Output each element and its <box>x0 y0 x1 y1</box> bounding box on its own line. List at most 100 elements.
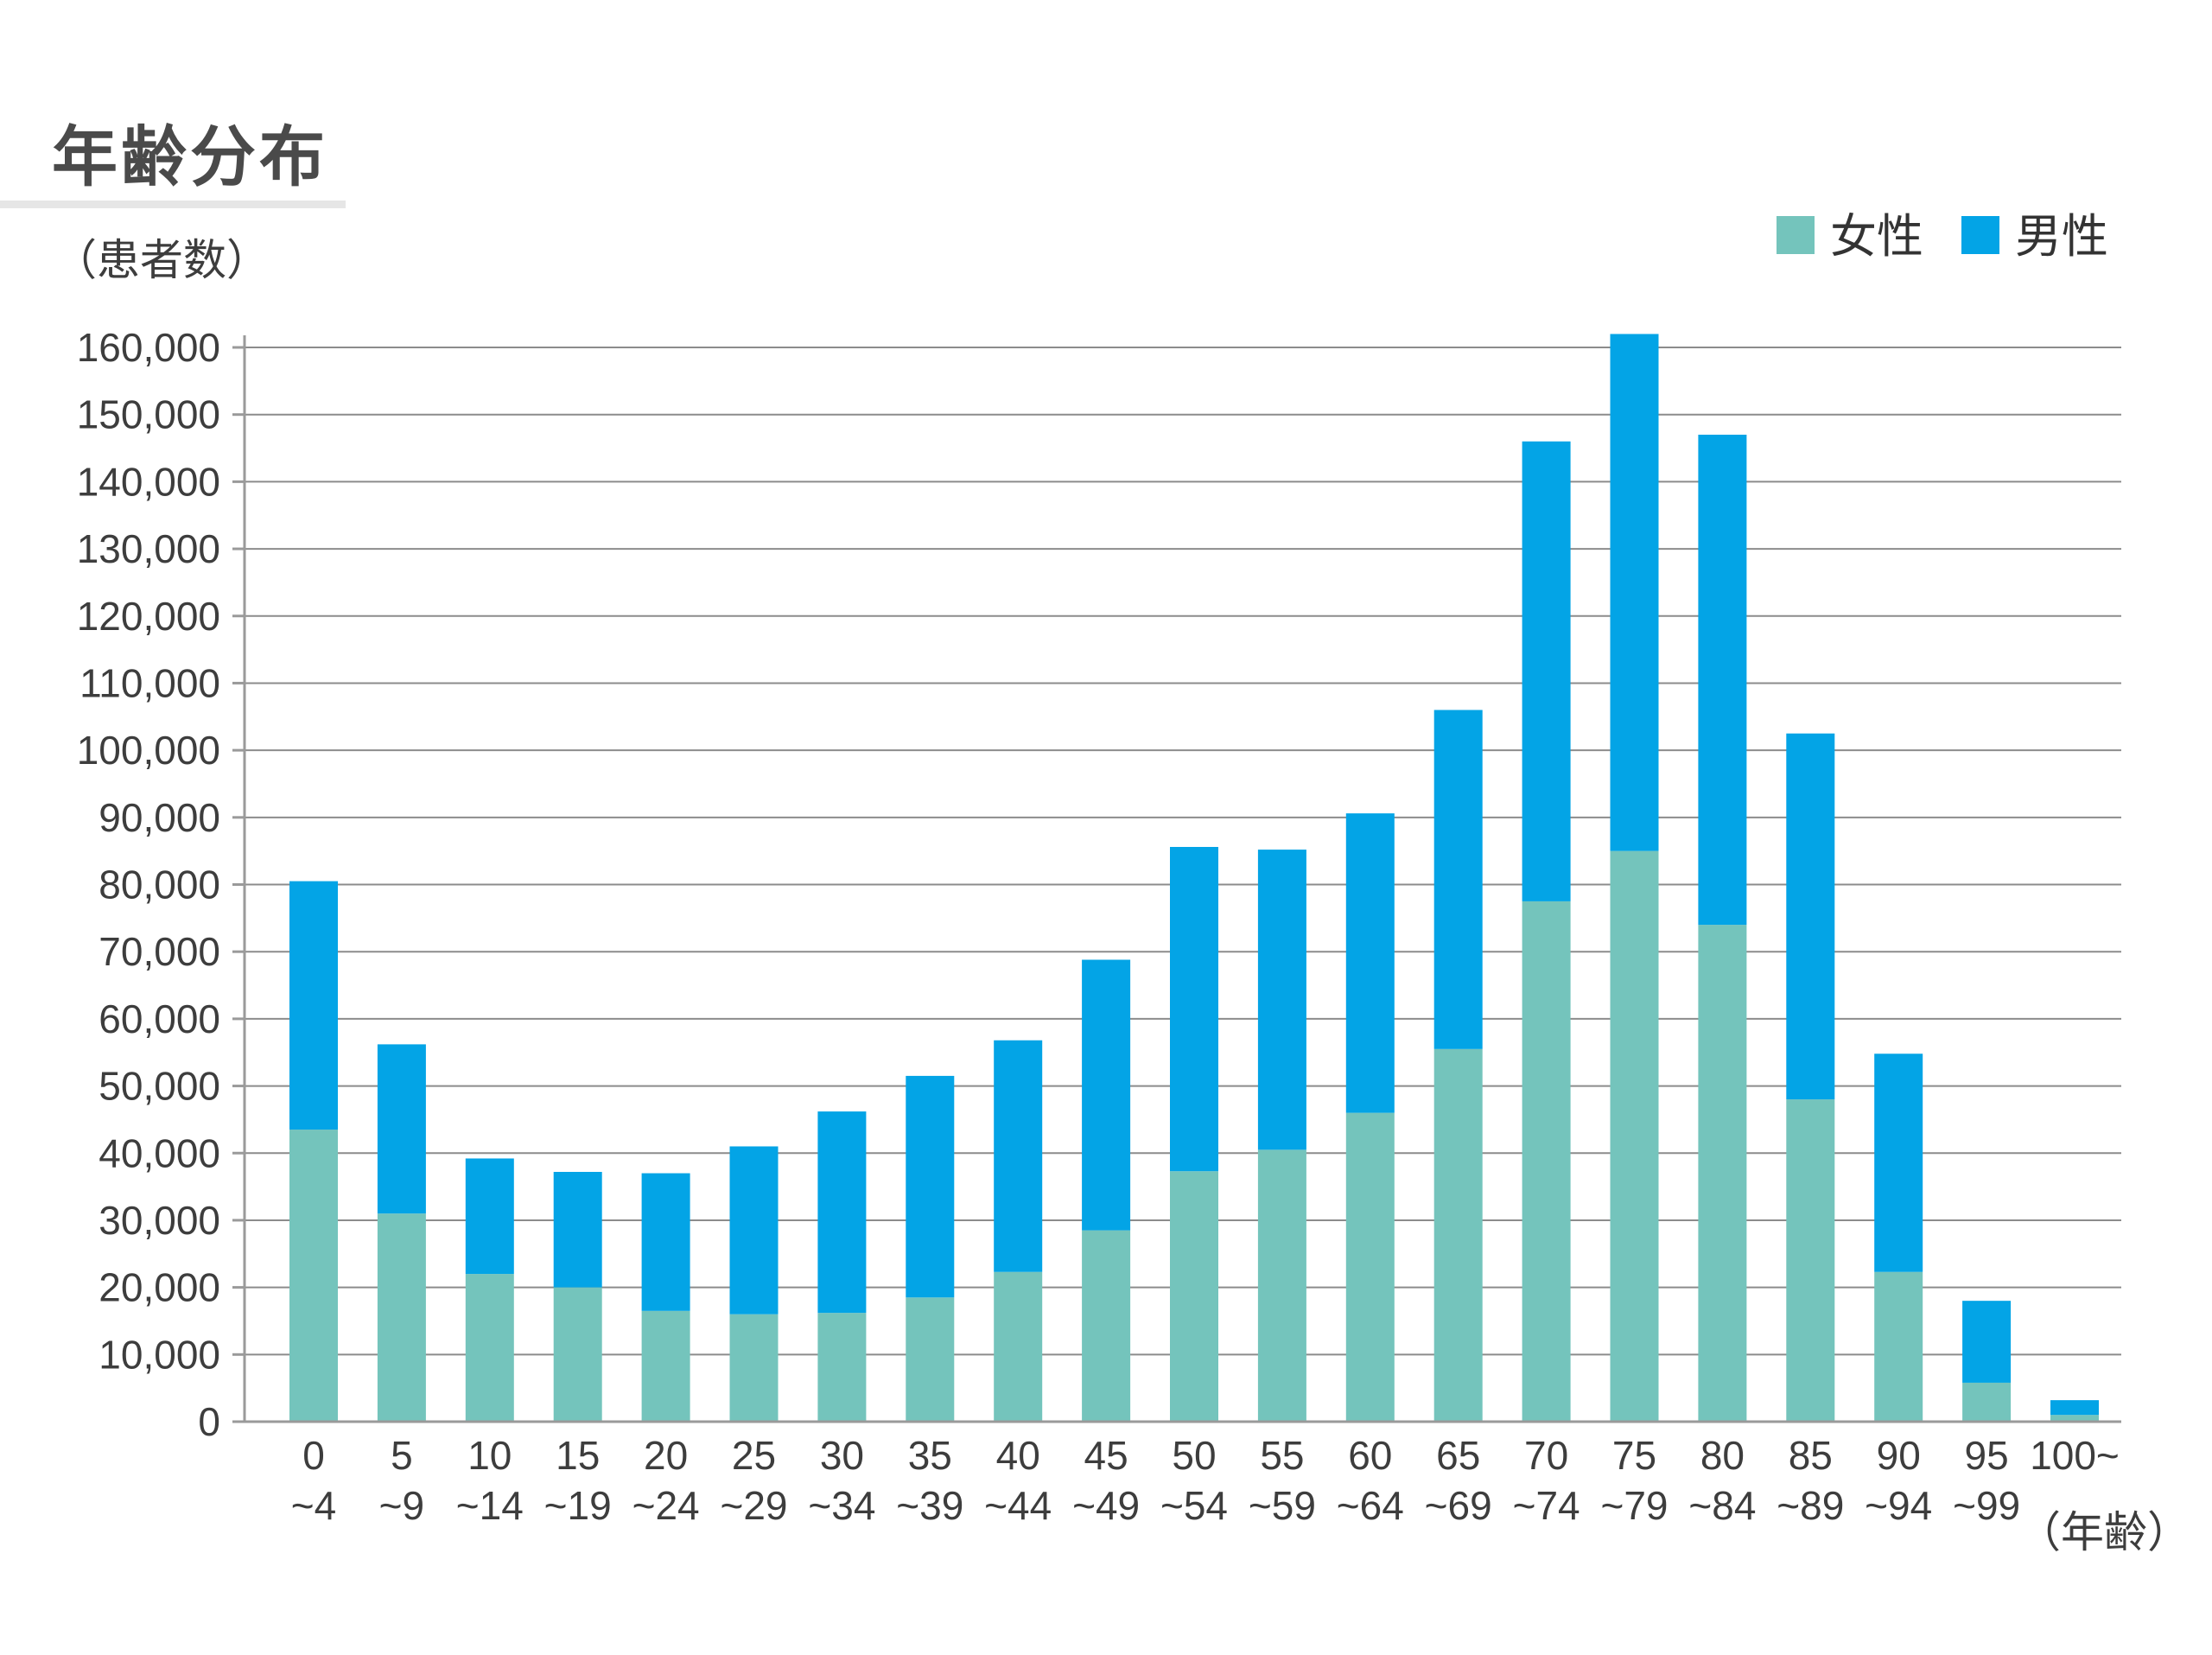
bars <box>289 334 2099 1422</box>
x-tick-label: 90 <box>1877 1433 1921 1478</box>
bar-male <box>906 1075 955 1298</box>
bar-male <box>1874 1053 1923 1272</box>
x-tick-label-sub: ~24 <box>632 1483 700 1528</box>
bar-female <box>1433 1048 1483 1422</box>
x-tick-label: 50 <box>1172 1433 1216 1478</box>
bar-male <box>1082 959 1131 1231</box>
x-tick-label: 10 <box>467 1433 512 1478</box>
bar-male <box>465 1158 514 1275</box>
y-tick-label: 80,000 <box>99 863 220 907</box>
bar-female <box>1698 925 1747 1422</box>
bar-male <box>1257 850 1306 1150</box>
x-tick-label-sub: ~9 <box>379 1483 424 1528</box>
y-tick-label: 140,000 <box>77 459 220 504</box>
bar-male <box>1698 434 1747 926</box>
bar-male <box>1345 813 1395 1113</box>
bar-male <box>1610 334 1659 851</box>
x-tick-label: 80 <box>1700 1433 1745 1478</box>
x-tick-label: 75 <box>1612 1433 1656 1478</box>
bar-female <box>641 1310 690 1422</box>
x-tick-label: 45 <box>1084 1433 1128 1478</box>
bar-female <box>1786 1099 1835 1422</box>
bar-male <box>1962 1301 2012 1383</box>
bar-female <box>817 1313 867 1422</box>
y-tick-label: 160,000 <box>77 325 220 370</box>
y-tick-label: 70,000 <box>99 929 220 974</box>
y-tick-label: 130,000 <box>77 526 220 571</box>
x-tick-label-sub: ~89 <box>1777 1483 1844 1528</box>
x-tick-label-sub: ~49 <box>1072 1483 1140 1528</box>
x-axis-label: （年齢） <box>2018 1507 2190 1557</box>
y-tick-label: 100,000 <box>77 728 220 773</box>
y-tick-label: 150,000 <box>77 392 220 437</box>
bar-male <box>994 1040 1043 1272</box>
bar-female <box>465 1274 514 1422</box>
x-tick-label-sub: ~84 <box>1688 1483 1756 1528</box>
bar-male <box>553 1172 602 1288</box>
y-axis-label: （患者数） <box>54 235 270 285</box>
x-tick-label: 95 <box>1965 1433 2009 1478</box>
x-tick-label-sub: ~44 <box>984 1483 1052 1528</box>
bar-female <box>729 1314 779 1422</box>
x-tick-label: 65 <box>1436 1433 1480 1478</box>
y-tick-label: 40,000 <box>99 1130 220 1175</box>
y-tick-label: 10,000 <box>99 1332 220 1377</box>
x-tick-label: 20 <box>644 1433 688 1478</box>
legend-label-female: 女性 <box>1830 209 1923 264</box>
bar-female <box>1522 901 1571 1422</box>
x-tick-label-sub: ~59 <box>1249 1483 1316 1528</box>
y-tick-label: 110,000 <box>79 660 220 705</box>
x-tick-label-sub: ~64 <box>1337 1483 1404 1528</box>
legend: 女性 男性 <box>1777 209 2108 264</box>
bar-male <box>2050 1400 2099 1416</box>
axes <box>232 335 2121 1423</box>
legend-swatch-male <box>1961 216 1999 254</box>
x-tick-label-sub: ~74 <box>1513 1483 1580 1528</box>
y-tick-label: 120,000 <box>77 594 220 639</box>
x-tick-label-sub: ~79 <box>1600 1483 1668 1528</box>
x-tick-label-sub: ~39 <box>896 1483 963 1528</box>
y-tick-labels: 0 10,000 20,000 30,000 40,000 50,000 60,000 70,… <box>77 325 220 1444</box>
bar-female <box>553 1287 602 1422</box>
bar-female <box>1170 1171 1218 1422</box>
legend-swatch-female <box>1777 216 1815 254</box>
y-tick-label: 0 <box>198 1399 220 1444</box>
bar-female <box>1610 850 1659 1422</box>
y-tick-label: 60,000 <box>99 996 220 1041</box>
bar-female <box>1082 1230 1131 1422</box>
x-tick-label: 70 <box>1524 1433 1568 1478</box>
bar-male <box>817 1111 867 1314</box>
x-tick-label: 0 <box>302 1433 325 1478</box>
x-tick-label: 55 <box>1260 1433 1304 1478</box>
bar-male <box>1786 733 1835 1100</box>
bar-female <box>994 1271 1043 1422</box>
bar-male <box>641 1173 690 1311</box>
y-tick-label: 30,000 <box>99 1198 220 1243</box>
y-tick-label: 20,000 <box>99 1265 220 1310</box>
x-tick-label-sub: ~69 <box>1425 1483 1492 1528</box>
x-tick-label: 25 <box>732 1433 776 1478</box>
legend-label-male: 男性 <box>2015 209 2108 264</box>
bar-male <box>1522 441 1571 901</box>
x-tick-label: 15 <box>556 1433 600 1478</box>
chart-title: 年齢分布 <box>52 118 328 195</box>
x-tick-label: 30 <box>820 1433 864 1478</box>
x-tick-label-sub: ~4 <box>291 1483 336 1528</box>
x-tick-label: 60 <box>1348 1433 1392 1478</box>
bar-male <box>289 881 338 1130</box>
x-tick-label-sub: ~54 <box>1160 1483 1228 1528</box>
x-tick-label-sub: ~34 <box>808 1483 875 1528</box>
x-tick-label: 85 <box>1789 1433 1833 1478</box>
y-tick-label: 90,000 <box>99 795 220 840</box>
title-underline <box>0 201 346 208</box>
bar-male <box>377 1044 426 1214</box>
x-tick-label-sub: ~94 <box>1865 1483 1932 1528</box>
x-tick-label-sub: ~14 <box>456 1483 524 1528</box>
x-tick-label: 40 <box>996 1433 1040 1478</box>
x-tick-labels: 0 ~4 5 ~9 10 ~14 15 ~19 20 ~24 25 ~29 30 ~34 35 ~39 40 ~4… <box>291 1433 2120 1528</box>
bar-female <box>1345 1112 1395 1422</box>
bar-female <box>289 1130 338 1422</box>
bar-male <box>1433 710 1483 1049</box>
bar-male <box>729 1146 779 1314</box>
